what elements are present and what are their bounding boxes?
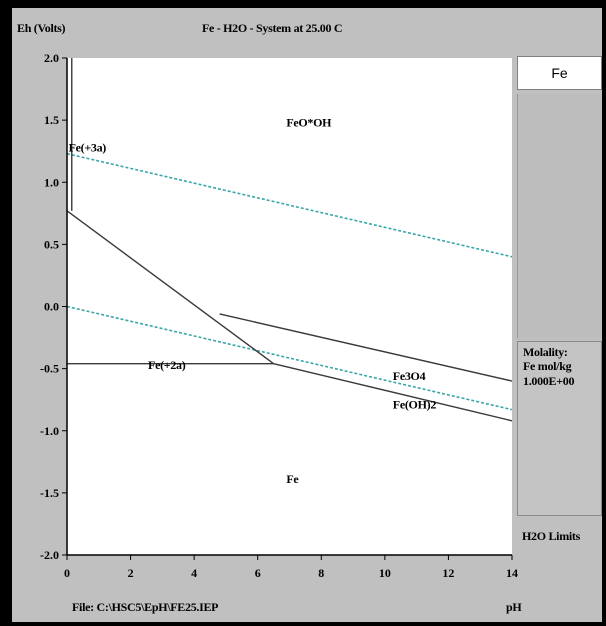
plot-area (67, 58, 512, 555)
molality-value: 1.000E+00 (523, 374, 575, 388)
file-path: File: C:\HSC5\EpH\FE25.IEP (72, 600, 219, 614)
y-tick-label-1: 1.5 (44, 113, 59, 127)
field-label-1: Fe(+3a) (69, 140, 107, 154)
y-tick-label-0: 2.0 (44, 51, 59, 65)
y-tick-label-2: 1.0 (44, 175, 59, 189)
water-limit-line-1 (66, 305, 513, 411)
x-axis-label: pH (506, 600, 522, 614)
x-tick-label-2: 4 (191, 566, 197, 580)
molality-panel: Molality: Fe mol/kg 1.000E+00 (517, 341, 602, 516)
element-label: Fe (551, 65, 568, 81)
field-label-0: FeO*OH (286, 116, 332, 130)
boundary-line-1 (66, 210, 275, 365)
field-label-5: Fe (286, 472, 299, 486)
chart-title: Fe - H2O - System at 25.00 C (202, 21, 343, 35)
molality-unit: Fe mol/kg (523, 359, 572, 373)
y-tick-label-7: -1.5 (40, 486, 59, 500)
y-tick-label-8: -2.0 (40, 548, 59, 562)
x-tick-label-6: 12 (442, 566, 454, 580)
element-selector[interactable]: Fe (517, 56, 602, 90)
y-tick-label-5: -0.5 (40, 362, 59, 376)
x-tick-label-0: 0 (64, 566, 70, 580)
boundary-line-4 (273, 362, 513, 422)
y-tick-label-4: 0.0 (44, 300, 59, 314)
y-axis-label: Eh (Volts) (17, 21, 66, 35)
x-tick-label-5: 10 (379, 566, 391, 580)
y-tick-label-3: 0.5 (44, 237, 59, 251)
boundary-line-3 (219, 313, 513, 382)
x-tick-label-3: 6 (255, 566, 261, 580)
x-tick-label-1: 2 (128, 566, 134, 580)
x-tick-label-4: 8 (318, 566, 324, 580)
water-limit-line-0 (66, 152, 513, 258)
side-strip (517, 94, 602, 338)
h2o-limits-label: H2O Limits (522, 529, 581, 543)
field-label-2: Fe(+2a) (148, 358, 186, 372)
y-tick-label-6: -1.0 (40, 424, 59, 438)
field-label-4: Fe(OH)2 (393, 398, 437, 412)
h2o-limits-panel: H2O Limits (517, 516, 602, 556)
field-label-3: Fe3O4 (393, 369, 426, 383)
molality-title: Molality: (523, 345, 568, 359)
x-tick-label-7: 14 (506, 566, 518, 580)
